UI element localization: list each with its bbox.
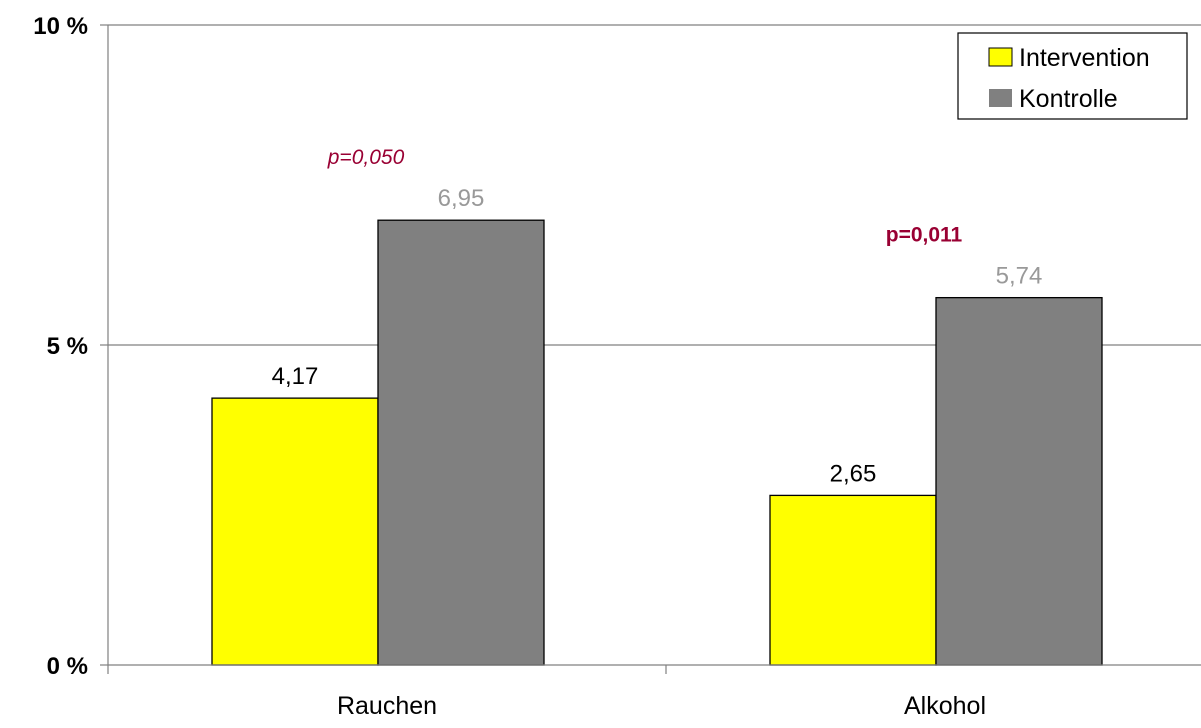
data-label: 6,95 <box>438 185 485 212</box>
bar-intervention-alkohol <box>769 494 937 666</box>
legend: Intervention Kontrolle <box>957 32 1188 120</box>
p-value-annotation: p=0,011 <box>886 224 963 247</box>
data-labels: 4,17 6,95 2,65 5,74 p=0,050 p=0,011 <box>272 146 1043 487</box>
data-label: 4,17 <box>272 363 319 390</box>
y-tick-label: 5 % <box>47 333 88 360</box>
legend-label-kontrolle: Kontrolle <box>1019 85 1118 113</box>
data-label: 2,65 <box>830 460 877 487</box>
bars <box>211 219 1103 666</box>
x-tick-label: Rauchen <box>337 692 437 720</box>
axes: 0 % 5 % 10 % Rauchen Alkohol <box>33 13 1201 720</box>
y-tick-label: 10 % <box>33 13 88 40</box>
p-value-annotation: p=0,050 <box>327 146 405 169</box>
legend-label-intervention: Intervention <box>1019 44 1150 72</box>
x-tick-label: Alkohol <box>904 692 986 720</box>
y-tick-label: 0 % <box>47 653 88 680</box>
legend-swatch-kontrolle <box>989 89 1012 107</box>
bar-kontrolle-alkohol <box>935 296 1103 666</box>
legend-swatch-intervention <box>988 47 1013 67</box>
bar-intervention-rauchen <box>211 397 379 666</box>
data-label: 5,74 <box>996 263 1043 290</box>
bar-kontrolle-rauchen <box>377 219 545 666</box>
